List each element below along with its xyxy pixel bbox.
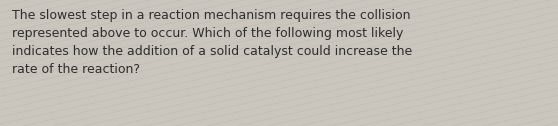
Text: The slowest step in a reaction mechanism requires the collision
represented abov: The slowest step in a reaction mechanism… bbox=[12, 9, 412, 76]
